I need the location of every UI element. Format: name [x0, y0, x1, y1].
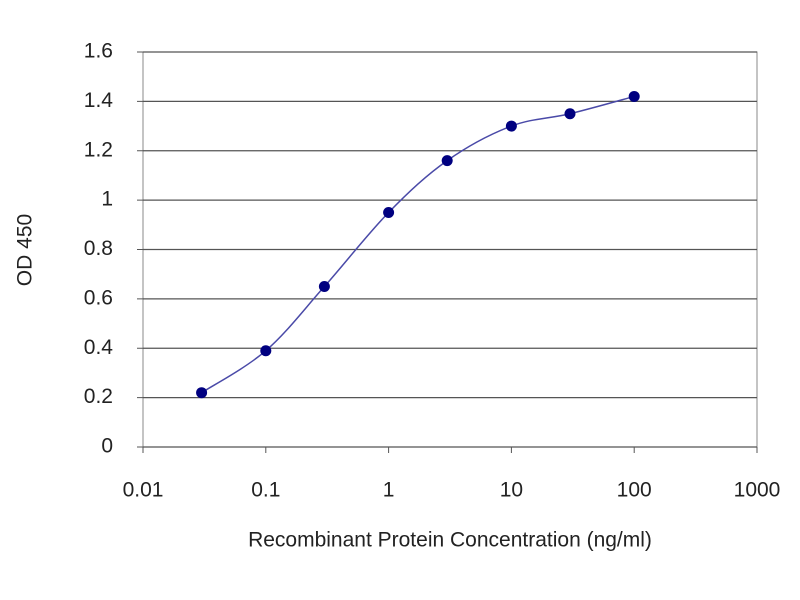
data-point: [196, 387, 208, 399]
x-tick-label: 1000: [734, 479, 781, 502]
y-tick-label: 0.2: [84, 385, 113, 408]
data-point: [383, 206, 395, 218]
y-tick-label: 0: [101, 435, 113, 458]
x-tick-label: 1: [383, 479, 395, 502]
data-line: [201, 95, 635, 394]
data-point: [564, 108, 576, 120]
y-axis-label: OD 450: [14, 214, 37, 286]
data-point: [628, 90, 640, 102]
x-tick-label: 100: [617, 479, 652, 502]
data-point: [505, 120, 517, 132]
y-tick-label: 0.6: [84, 286, 113, 309]
x-axis-label: Recombinant Protein Concentration (ng/ml…: [248, 529, 652, 552]
y-tick-label: 1.4: [84, 89, 114, 112]
y-tick-label: 1: [101, 188, 113, 211]
data-point: [441, 155, 453, 167]
x-tick-label: 0.01: [123, 479, 164, 502]
y-tick-label: 0.8: [84, 237, 113, 260]
y-tick-label: 1.6: [84, 40, 113, 63]
y-tick-label: 1.2: [84, 138, 113, 161]
data-point: [260, 345, 272, 357]
data-point: [318, 281, 330, 293]
y-tick-label: 0.4: [84, 336, 114, 359]
x-tick-label: 10: [500, 479, 523, 502]
x-tick-label: 0.1: [251, 479, 280, 502]
